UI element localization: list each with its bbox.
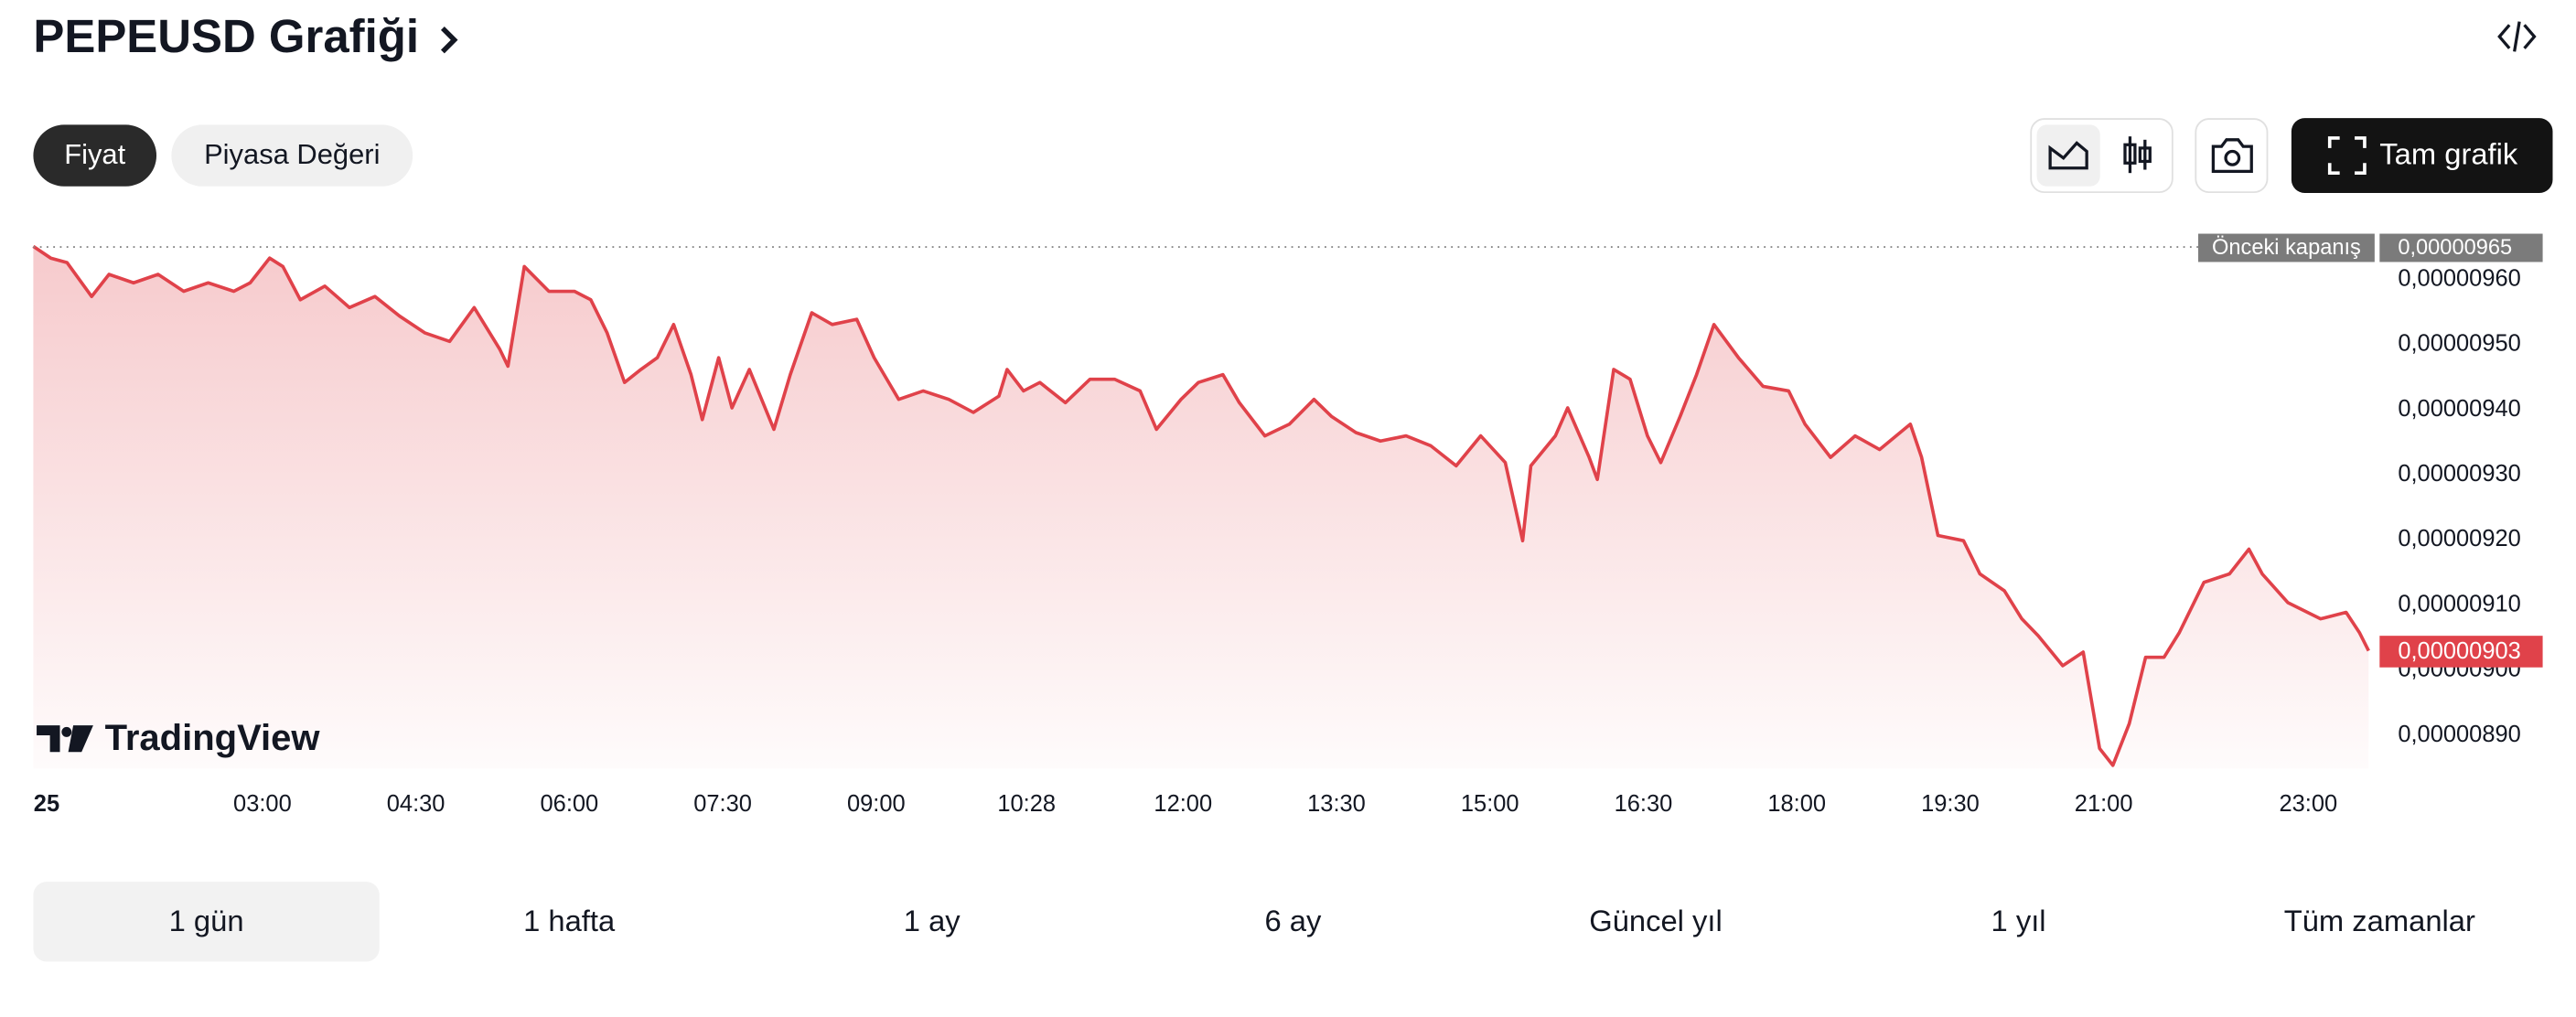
range-selector: 1 gün 1 hafta 1 ay 6 ay Güncel yıl 1 yıl Tüm z… (169, 904, 2475, 937)
last-price-bg (2379, 636, 2543, 668)
range-option[interactable]: Güncel yıl (1589, 904, 1723, 937)
range-option[interactable]: 1 gün (169, 904, 244, 937)
range-option[interactable]: 1 hafta (523, 904, 616, 937)
tab-price[interactable]: Fiyat (33, 124, 157, 187)
x-tick-label: 23:00 (2279, 791, 2337, 817)
full-chart-button[interactable]: Tam grafik (2291, 118, 2553, 194)
chart-style-toggle (2030, 118, 2174, 194)
previous-close-title-bg (2198, 233, 2375, 262)
watermark-logo (37, 725, 93, 753)
y-tick-label: 0,00000950 (2398, 331, 2520, 357)
y-tick-label: 0,00000940 (2398, 396, 2520, 422)
previous-close-value: 0,00000965 (2398, 236, 2512, 260)
y-tick-label: 0,00000890 (2398, 722, 2520, 747)
title-chevron[interactable] (440, 26, 458, 54)
x-tick-label: 12:00 (1154, 791, 1212, 817)
x-tick-label: 18:00 (1767, 791, 1826, 817)
tab-market-cap[interactable]: Piyasa Değeri (171, 124, 413, 187)
range-option[interactable]: 1 yıl (1991, 904, 2046, 937)
tab-label: Piyasa Değeri (204, 138, 380, 170)
x-tick-label: 09:00 (847, 791, 906, 817)
x-tick-label: 19:30 (1921, 791, 1980, 817)
previous-close-title: Önceki kapanış (2212, 235, 2361, 260)
area-style-button[interactable] (2036, 124, 2100, 187)
watermark: TradingView (37, 718, 320, 758)
embed-button[interactable] (2497, 21, 2537, 52)
x-tick-label: 21:00 (2075, 791, 2133, 817)
chart: 0,000008900,000009000,000009100,00000920… (32, 233, 2543, 817)
price-area (33, 246, 2369, 769)
range-option[interactable]: Tüm zamanlar (2284, 904, 2475, 937)
page-title: PEPEUSD Grafiği (33, 10, 419, 62)
x-tick-label: 06:00 (541, 791, 599, 817)
x-tick-label: 10:28 (997, 791, 1056, 817)
previous-close-value-bg (2379, 233, 2543, 262)
x-tick-label: 15:00 (1461, 791, 1519, 817)
price-line (32, 244, 2370, 767)
tab-label: Fiyat (64, 138, 125, 170)
y-tick-label: 0,00000930 (2398, 461, 2520, 487)
x-tick-label: 13:30 (1307, 791, 1366, 817)
range-option[interactable]: 1 ay (904, 904, 961, 937)
candle-style-button[interactable] (2123, 136, 2152, 174)
x-tick-label: 03:00 (233, 791, 292, 817)
y-tick-label: 0,00000960 (2398, 265, 2520, 291)
range-selected-bg (33, 882, 380, 962)
snapshot-button[interactable] (2195, 118, 2269, 194)
last-price-label: 0,00000903 (2398, 638, 2520, 664)
watermark-logo-dot (61, 726, 72, 737)
y-tick-label: 0,00000920 (2398, 526, 2520, 551)
x-tick-label: 25 (34, 791, 59, 817)
range-option[interactable]: 6 ay (1265, 904, 1323, 937)
x-tick-label: 16:30 (1615, 791, 1673, 817)
button-label: Tam grafik (2379, 137, 2518, 171)
x-tick-label: 04:30 (387, 791, 445, 817)
watermark-text: TradingView (105, 718, 321, 758)
x-tick-label: 07:30 (693, 791, 752, 817)
y-tick-label: 0,00000910 (2398, 591, 2520, 616)
